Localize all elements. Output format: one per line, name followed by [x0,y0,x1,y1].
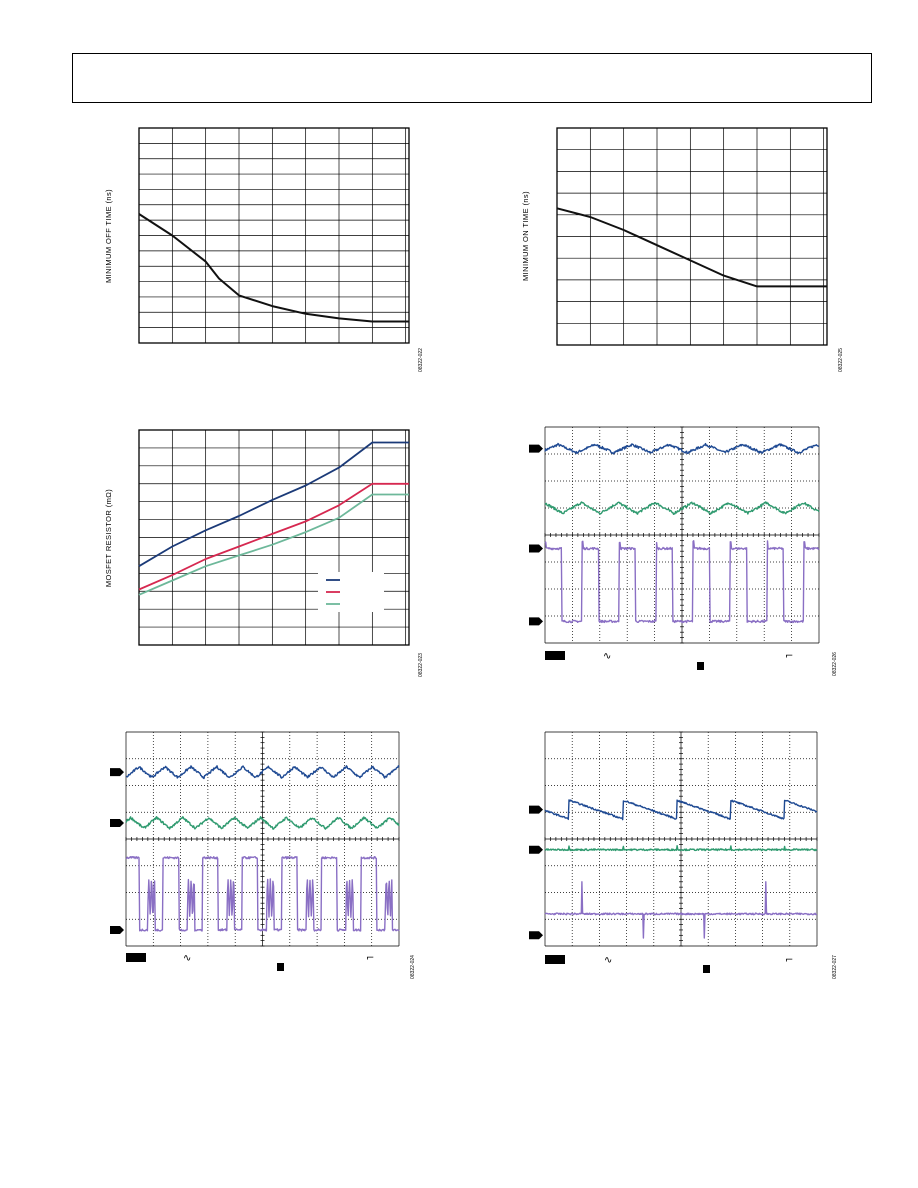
channel-marker-3 [110,925,124,934]
series-group [138,213,409,323]
series-line-1 [138,213,409,323]
channel-marker-2 [529,845,543,854]
scope-capture-2: ∿ ⌐ 08322-024 [110,731,416,979]
channel-markers [110,768,124,934]
channel-marker-1 [529,805,543,814]
page-header-frame [72,53,872,103]
series-group [556,207,827,288]
channel-marker-3 [529,617,543,626]
traces-group [544,442,820,624]
channel-marker-3 [529,931,543,940]
figure-id: 08322-024 [410,955,416,979]
channel-marker-2 [529,544,543,553]
series-line-3 [138,493,409,596]
grid [139,128,409,343]
trace-3 [125,856,400,932]
channel-badge [545,955,565,964]
chart-min-off-time: MINIMUM OFF TIME (ns) 08322-022 [104,127,424,372]
series-line-1 [138,441,409,567]
channel-markers [529,805,543,940]
plot-frame [138,429,410,646]
grid [139,430,409,645]
coupling-symbol: ∿ [603,651,611,662]
series-line-1 [556,207,827,288]
trace-1 [544,799,818,821]
trigger-edge-symbol: ⌐ [785,955,793,966]
trigger-edge-symbol: ⌐ [785,651,793,662]
chart-min-on-time: MINIMUM ON TIME (ns) 08322-025 [521,127,844,372]
y-axis-label: MOSFET RESISTOR (mΩ) [104,489,113,587]
trigger-badge [697,662,704,670]
scope-grid [544,731,818,947]
channel-badge [126,953,146,962]
y-axis-label: MINIMUM OFF TIME (ns) [104,189,113,283]
scope-grid [125,731,400,947]
series-line-2 [138,482,409,591]
trigger-badge [277,963,284,971]
traces-group [544,799,818,939]
scope-capture-3: ∿ ⌐ 08322-027 [529,731,838,979]
channel-marker-1 [529,444,543,453]
plot-frame [138,127,410,344]
trace-2 [544,501,820,515]
trigger-edge-symbol: ⌐ [366,953,374,964]
channel-marker-1 [110,768,124,777]
figure-id: 08322-026 [832,652,838,676]
trace-3 [544,540,820,624]
trigger-badge [703,965,710,973]
channel-marker-2 [110,818,124,827]
grid [557,128,827,345]
trace-2 [544,845,818,852]
chart-mosfet-resistor: MOSFET RESISTOR (mΩ) 08322-023 [104,429,424,677]
figure-id: 08322-023 [418,653,424,677]
traces-group [125,765,400,932]
channel-markers [529,444,543,626]
legend [318,572,384,612]
plot-frame [556,127,828,346]
figure-id: 08322-025 [838,348,844,372]
y-axis-label: MINIMUM ON TIME (ns) [521,191,530,281]
trace-2 [125,816,400,830]
series-group [138,441,409,596]
trace-3 [544,881,818,939]
figure-id: 08322-027 [832,955,838,979]
channel-badge [545,651,565,660]
coupling-symbol: ∿ [183,953,191,964]
scope-capture-1: ∿ ⌐ 08322-026 [529,426,838,676]
trace-1 [544,442,820,455]
trace-1 [125,765,400,780]
coupling-symbol: ∿ [604,955,612,966]
figure-id: 08322-022 [418,348,424,372]
